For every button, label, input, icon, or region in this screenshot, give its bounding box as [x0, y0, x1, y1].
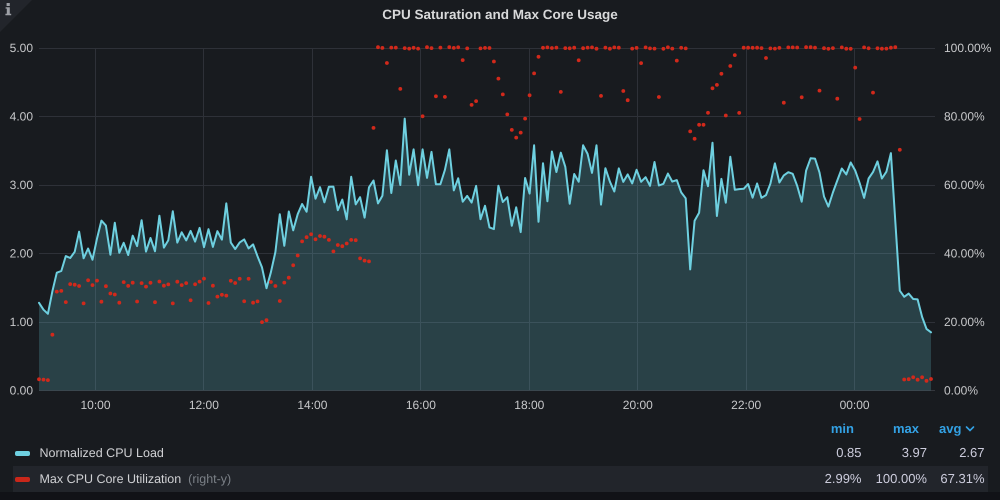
svg-text:20.00%: 20.00%	[944, 315, 985, 329]
svg-text:18:00: 18:00	[514, 398, 544, 412]
svg-text:60.00%: 60.00%	[944, 178, 985, 192]
svg-text:40.00%: 40.00%	[944, 247, 985, 261]
svg-text:16:00: 16:00	[406, 398, 436, 412]
svg-text:0.00: 0.00	[10, 384, 34, 398]
svg-text:14:00: 14:00	[297, 398, 327, 412]
svg-text:3.00: 3.00	[10, 178, 34, 192]
svg-text:0.00%: 0.00%	[944, 384, 978, 398]
svg-text:12:00: 12:00	[189, 398, 219, 412]
svg-text:5.00: 5.00	[10, 41, 34, 55]
svg-text:100.00%: 100.00%	[944, 41, 992, 55]
svg-text:1.00: 1.00	[10, 315, 34, 329]
svg-text:10:00: 10:00	[80, 398, 110, 412]
svg-text:80.00%: 80.00%	[944, 110, 985, 124]
svg-text:20:00: 20:00	[623, 398, 653, 412]
svg-text:2.00: 2.00	[10, 247, 34, 261]
svg-text:4.00: 4.00	[10, 110, 34, 124]
svg-text:22:00: 22:00	[731, 398, 761, 412]
svg-text:00:00: 00:00	[840, 398, 870, 412]
